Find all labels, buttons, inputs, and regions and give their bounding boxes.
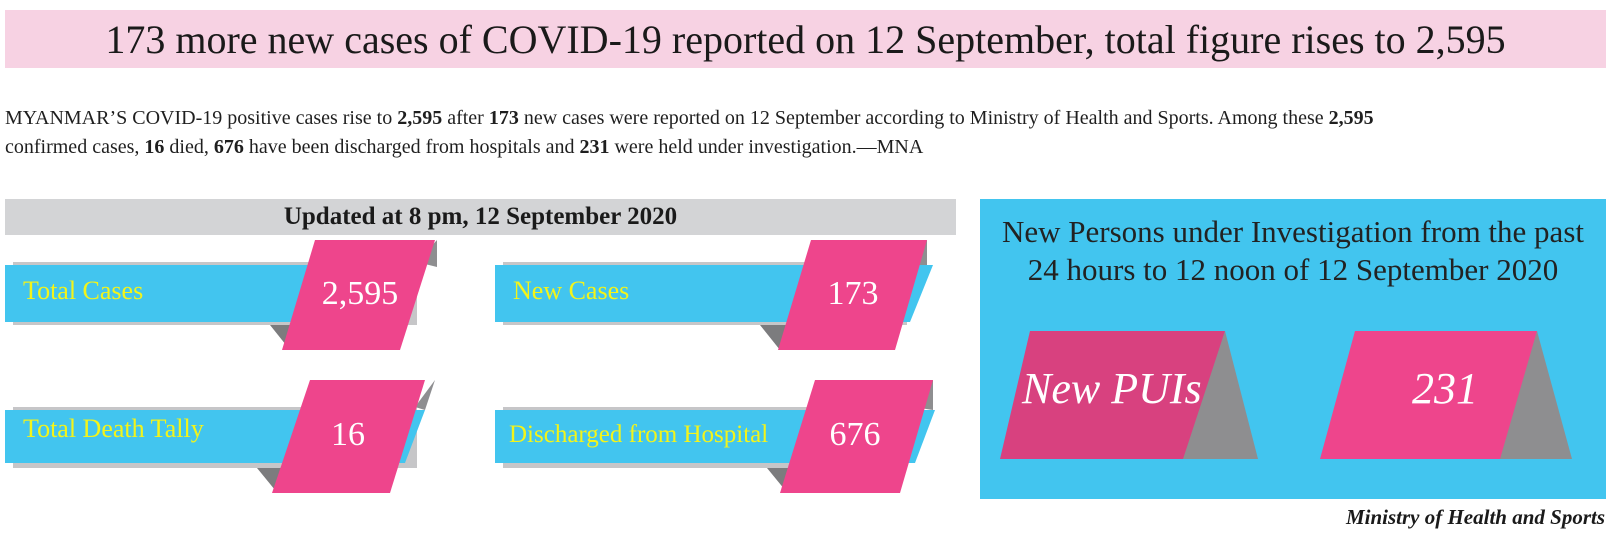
lead-number: 16: [144, 136, 165, 158]
stat-banner-graphic: [5, 380, 435, 493]
pui-value-tent: 231: [1320, 331, 1590, 461]
stat-banner-graphic: [5, 240, 437, 350]
lead-text: new cases were reported on 12 September …: [518, 107, 1329, 129]
stat-banner-graphic: [495, 240, 933, 350]
lead-number: 231: [579, 136, 610, 158]
stat-banner-graphic: [495, 380, 935, 493]
stat-value: 16: [331, 416, 365, 453]
lead-number: 2,595: [1328, 107, 1374, 129]
lead-text: MYANMAR’S COVID-19 positive cases rise t…: [5, 107, 398, 129]
lead-paragraph: MYANMAR’S COVID-19 positive cases rise t…: [5, 104, 1609, 162]
stat-value: 2,595: [321, 275, 399, 312]
lead-text: have been discharged from hospitals and: [243, 136, 580, 158]
stat-value: 676: [829, 416, 881, 453]
stat-value: 173: [827, 275, 879, 312]
stat-total-deaths: Total Death Tally 16: [5, 380, 465, 500]
pui-title: New Persons under Investigation from the…: [980, 213, 1606, 289]
stat-label: Discharged from Hospital: [509, 421, 769, 448]
lead-text: died,: [164, 136, 214, 158]
headline: 173 more new cases of COVID-19 reported …: [5, 10, 1606, 68]
pui-label-tent: New PUIs: [1000, 331, 1270, 461]
tent-graphic: [1320, 331, 1572, 459]
pui-value: 231: [1412, 364, 1478, 413]
pui-label: New PUIs: [1022, 364, 1202, 413]
stat-label: New Cases: [513, 276, 630, 305]
stat-label: Total Death Tally: [23, 414, 204, 443]
lead-number: 2,595: [397, 107, 443, 129]
lead-text: confirmed cases,: [5, 136, 145, 158]
stat-discharged: Discharged from Hospital 676: [495, 380, 955, 500]
stat-label: Total Cases: [23, 276, 144, 305]
lead-number: 676: [213, 136, 244, 158]
stat-new-cases: New Cases 173: [495, 240, 955, 360]
pui-title-line: 24 hours to 12 noon of 12 September 2020: [1027, 252, 1559, 287]
stat-total-cases: Total Cases 2,595: [5, 240, 465, 360]
updated-timestamp-bar: Updated at 8 pm, 12 September 2020: [5, 199, 956, 235]
lead-text: were held under investigation.—MNA: [609, 136, 924, 158]
lead-text: after: [442, 107, 489, 129]
pui-panel: New Persons under Investigation from the…: [980, 199, 1606, 499]
lead-number: 173: [488, 107, 519, 129]
tent-graphic: [1000, 331, 1258, 459]
pui-title-line: New Persons under Investigation from the…: [1002, 214, 1584, 249]
source-credit: Ministry of Health and Sports: [1345, 505, 1605, 529]
